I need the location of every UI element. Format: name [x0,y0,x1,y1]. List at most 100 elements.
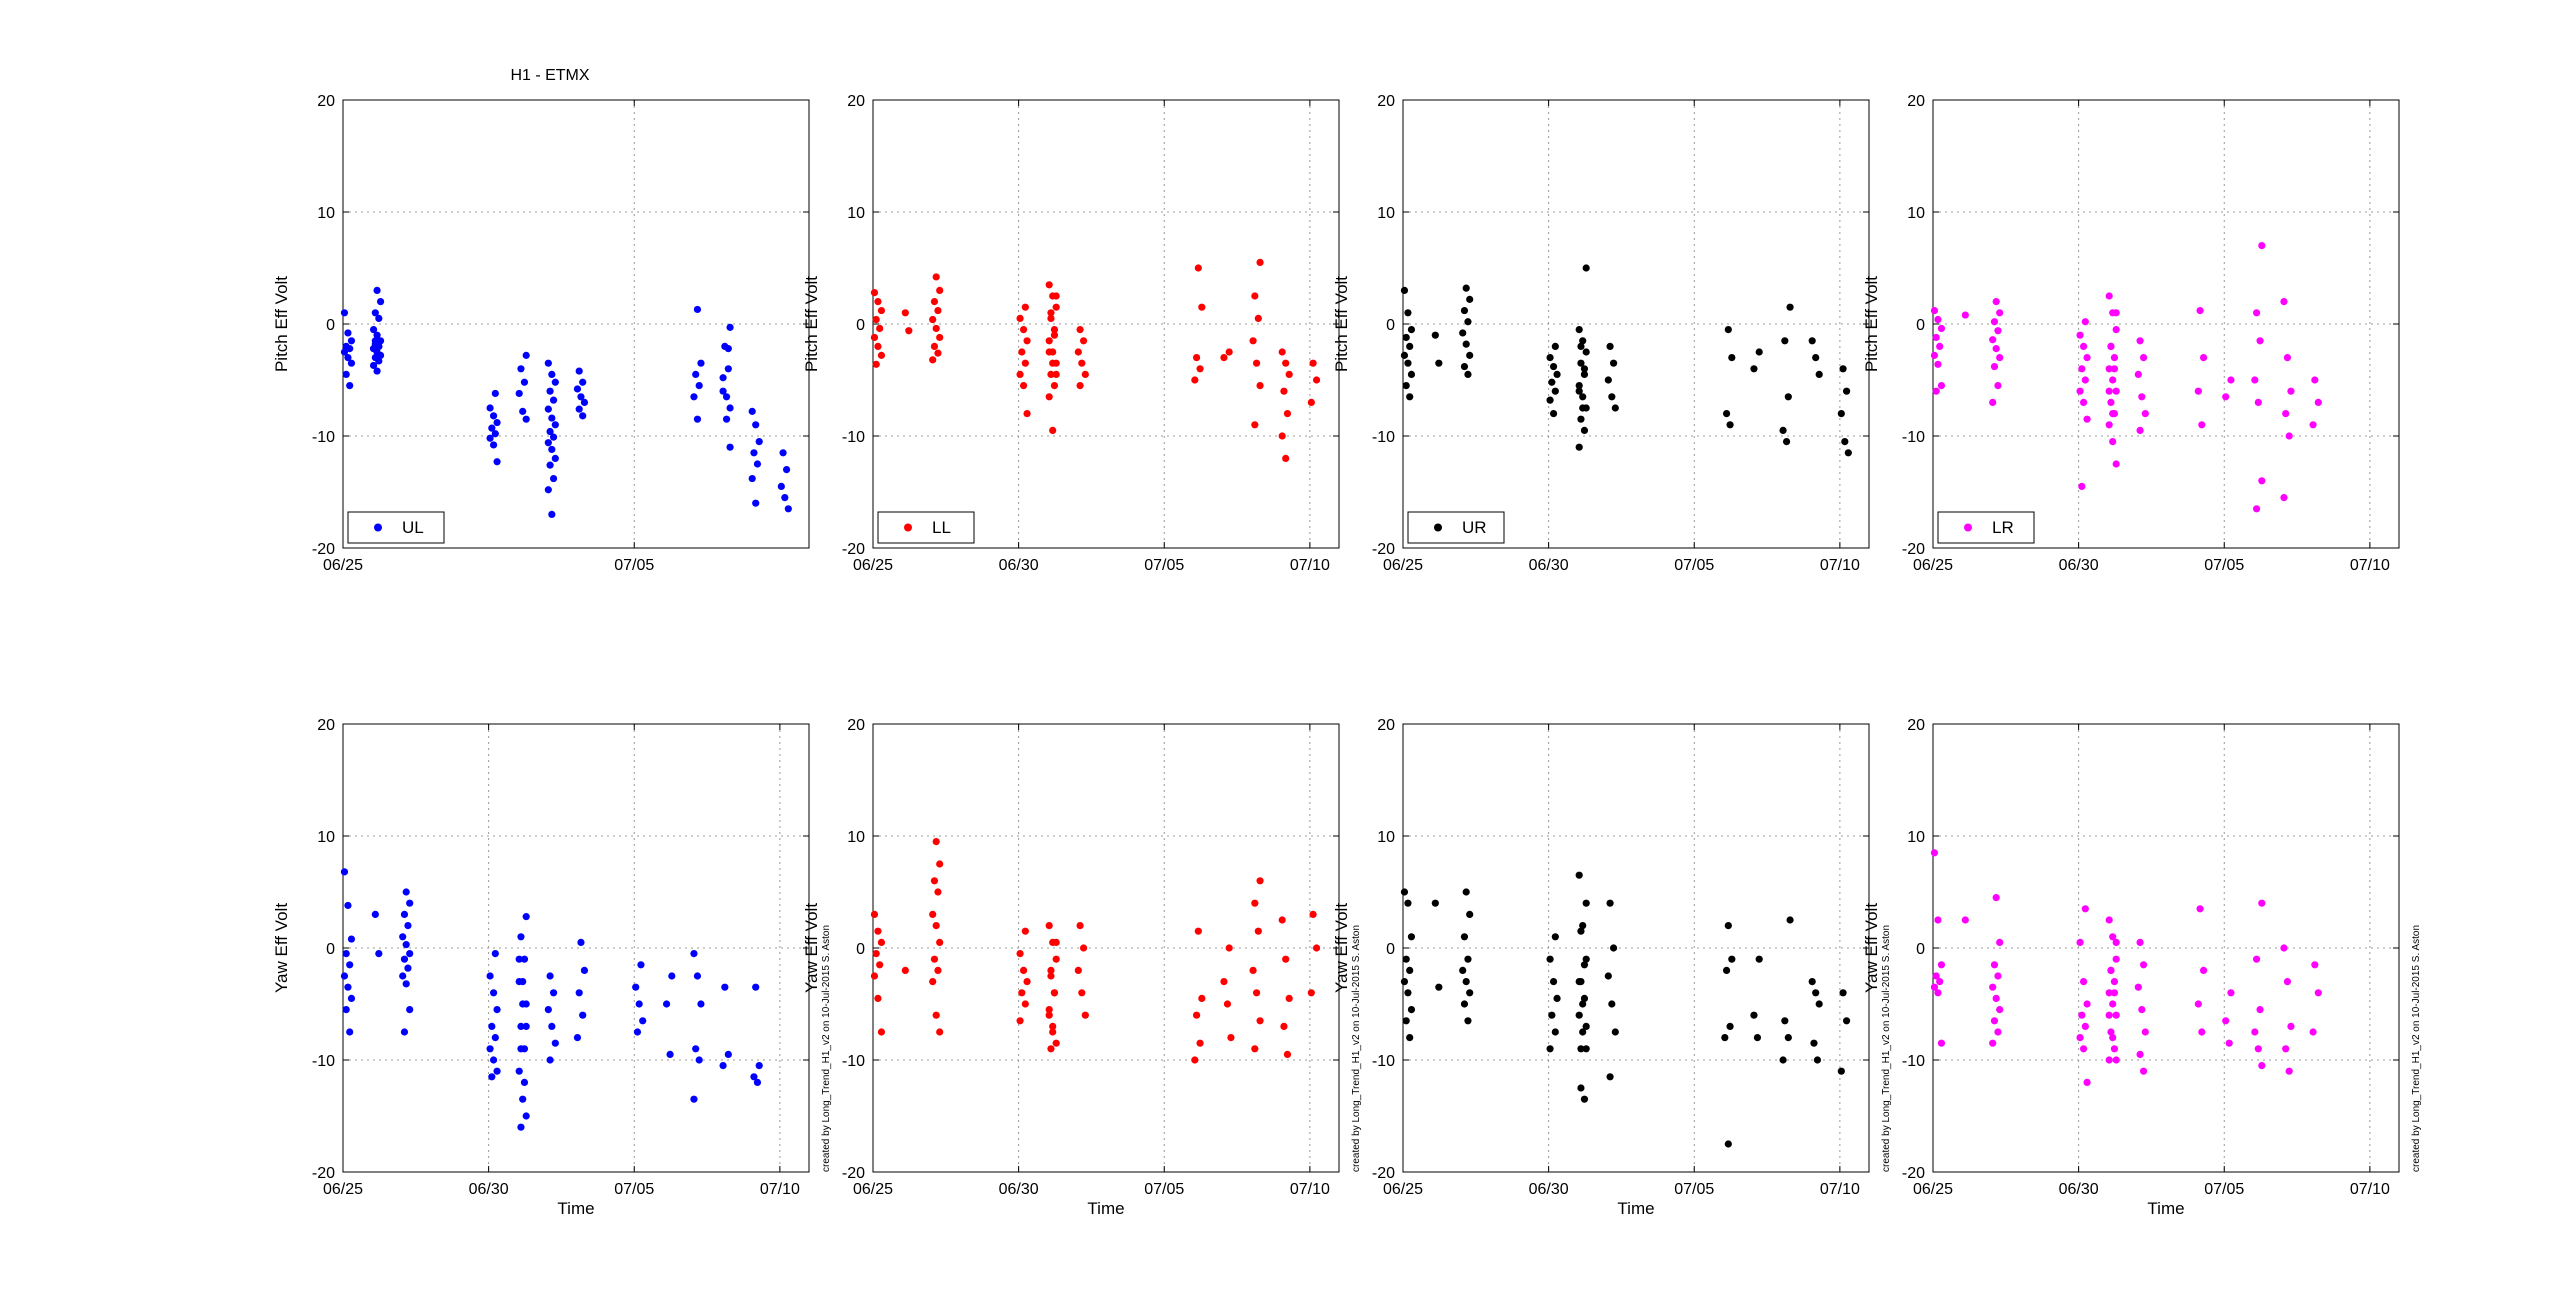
data-point [2110,410,2119,418]
data-point [1808,337,1816,345]
x-tick-label: 06/25 [1383,557,1423,574]
data-point [2110,978,2119,986]
data-point [2254,1045,2262,1053]
data-point [1406,342,1414,350]
data-point [1081,1011,1089,1019]
data-point [2282,410,2290,418]
legend-label: UL [402,518,424,537]
data-point [905,327,913,335]
data-point [1464,370,1472,378]
data-point [371,910,379,919]
data-point [369,326,378,334]
data-point [546,1056,554,1064]
data-point [1049,1022,1057,1030]
legend-label: LL [932,518,951,537]
data-point [344,901,352,910]
data-point [1402,382,1410,390]
data-point [1546,354,1554,362]
data-point [1784,393,1792,401]
data-point [719,374,727,382]
data-point [2196,306,2204,315]
data-point [488,424,496,432]
data-point [726,323,734,331]
data-point [549,396,558,404]
data-point [522,415,530,423]
data-point [1553,994,1561,1003]
data-point [2112,1011,2120,1019]
data-point [2107,1028,2115,1036]
data-point [2112,460,2120,468]
data-point [491,430,499,438]
x-tick-label: 07/05 [614,557,654,574]
data-point [1016,1017,1024,1025]
data-point [1074,966,1082,975]
data-point [1930,849,1939,857]
data-point [1256,1017,1264,1025]
data-point [633,1028,642,1036]
data-point [1722,410,1731,418]
data-point [371,309,379,317]
y-tick-label: 20 [317,93,335,110]
data-point [548,445,556,454]
data-point [1460,306,1469,315]
data-point [1460,362,1469,371]
data-point [1406,1034,1414,1042]
data-point [1580,994,1589,1003]
data-point [344,354,352,362]
data-point [2141,1028,2149,1036]
data-point [929,910,937,919]
data-point [1842,1017,1851,1025]
data-point [2109,376,2117,384]
data-point [2139,1067,2148,1075]
data-point [1932,333,1940,342]
data-point [2139,961,2148,969]
data-point [1249,337,1257,345]
data-point [690,950,698,958]
legend-label: LR [1992,518,2014,537]
data-point [2258,242,2266,250]
data-point [1930,351,1939,359]
data-point [690,393,698,401]
data-point [1404,989,1412,997]
data-point [874,342,882,350]
data-point [573,385,582,393]
data-point [930,955,939,963]
data-point [2138,393,2146,401]
data-point [1045,922,1053,930]
data-point [1549,362,1558,371]
data-point [2227,989,2235,997]
data-point [2227,376,2235,384]
data-point [1464,1017,1472,1025]
data-point [344,983,352,991]
data-point [1937,382,1946,390]
data-point [1256,382,1264,390]
y-tick-label: -10 [312,429,335,446]
data-point [1996,938,2004,947]
data-point [1575,382,1583,390]
data-point [1575,443,1583,451]
data-point [1023,410,1031,418]
data-point [1049,348,1057,356]
data-point [1254,927,1262,935]
y-tick-label: 0 [326,317,335,334]
data-point [1608,1000,1616,1008]
data-point [1278,432,1286,440]
data-point [1402,333,1410,342]
data-point [1407,933,1416,941]
data-point [486,1045,494,1053]
data-point [1609,944,1618,952]
data-point [930,877,939,885]
data-point [1406,966,1414,975]
data-point [690,1095,698,1103]
data-point [724,365,732,373]
data-point [1755,348,1763,356]
data-point [2081,318,2089,326]
data-point [2258,899,2266,907]
data-point [930,342,939,350]
data-point [520,378,529,386]
data-point [2198,1028,2206,1036]
data-point [1724,922,1732,930]
x-tick-label: 06/30 [999,557,1039,574]
data-point [2083,1078,2091,1086]
data-point [726,443,734,451]
